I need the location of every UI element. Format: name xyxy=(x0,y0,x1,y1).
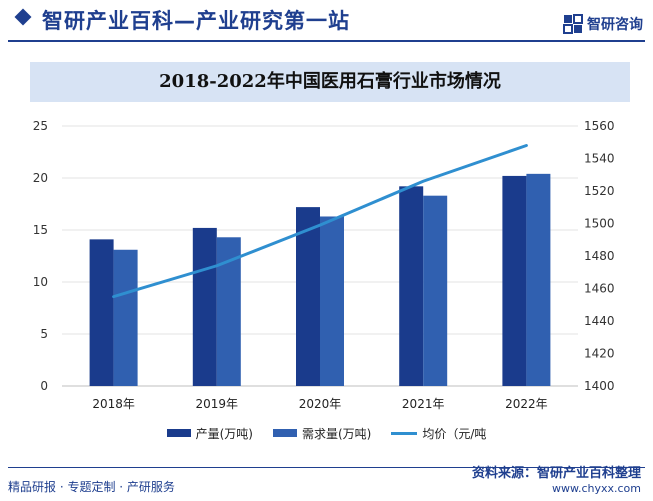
bar-demand xyxy=(423,195,448,386)
page-header: 智研产业百科—产业研究第一站 智研咨询 xyxy=(0,0,653,44)
y-right-tick-label: 1480 xyxy=(584,249,615,263)
x-tick-label: 2021年 xyxy=(402,397,445,411)
y-left-tick-label: 5 xyxy=(40,327,48,341)
bar-production xyxy=(192,227,217,386)
bar-demand xyxy=(526,173,551,386)
y-right-tick-label: 1520 xyxy=(584,184,615,198)
y-left-tick-label: 25 xyxy=(33,119,48,133)
legend-label-price: 均价（元/吨 xyxy=(422,426,487,441)
y-right-tick-label: 1460 xyxy=(584,282,615,296)
legend-swatch-price xyxy=(391,431,418,435)
legend-item-price: 均价（元/吨 xyxy=(391,425,486,442)
brand-logo-icon xyxy=(563,14,583,34)
page-title: 智研产业百科—产业研究第一站 xyxy=(42,9,350,33)
x-tick-label: 2020年 xyxy=(299,397,342,411)
y-right-tick-label: 1500 xyxy=(584,217,615,231)
legend-label-demand: 需求量(万吨) xyxy=(301,426,372,441)
bar-demand xyxy=(113,249,138,386)
x-tick-label: 2019年 xyxy=(196,397,239,411)
bar-demand xyxy=(320,216,344,386)
y-left-tick-label: 10 xyxy=(33,275,48,289)
y-left-tick-label: 20 xyxy=(33,171,48,185)
chart-title-band: 2018-2022年中国医用石膏行业市场情况 xyxy=(30,62,630,102)
legend-label-production: 产量(万吨) xyxy=(195,426,253,441)
footer-services: 精品研报 · 专题定制 · 产研服务 xyxy=(8,480,175,494)
legend-swatch-production xyxy=(166,429,191,437)
y-right-tick-label: 1420 xyxy=(584,347,615,361)
x-tick-label: 2022年 xyxy=(505,397,548,411)
chart-legend: 产量(万吨) 需求量(万吨) 均价（元/吨 xyxy=(0,423,653,443)
bar-production xyxy=(296,207,320,386)
bar-production xyxy=(502,175,527,386)
bar-production xyxy=(399,186,424,386)
legend-item-production: 产量(万吨) xyxy=(166,425,253,442)
footer-divider xyxy=(8,467,645,468)
x-tick-label: 2018年 xyxy=(92,397,135,411)
price-line xyxy=(112,144,528,299)
y-right-tick-label: 1540 xyxy=(584,152,615,166)
chart-title: 2018-2022年中国医用石膏行业市场情况 xyxy=(159,71,501,92)
y-left-tick-label: 15 xyxy=(33,223,48,237)
brand[interactable]: 智研咨询 xyxy=(563,13,643,35)
legend-item-demand: 需求量(万吨) xyxy=(272,425,372,442)
brand-name: 智研咨询 xyxy=(587,17,643,33)
y-right-tick-label: 1560 xyxy=(584,119,615,133)
y-right-tick-label: 1440 xyxy=(584,314,615,328)
y-right-tick-label: 1400 xyxy=(584,379,615,393)
data-source: 资料来源：智研产业百科整理 xyxy=(471,466,641,481)
header-divider xyxy=(8,40,645,42)
legend-swatch-demand xyxy=(272,429,297,437)
footer-url[interactable]: www.chyxx.com xyxy=(551,482,641,495)
y-left-tick-label: 0 xyxy=(40,379,48,393)
bar-production xyxy=(89,239,114,386)
